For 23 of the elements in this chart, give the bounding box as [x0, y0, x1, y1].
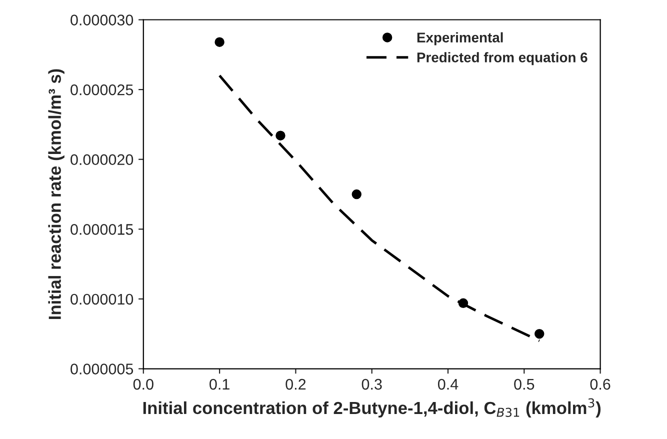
y-tick-label: 0.000025: [70, 84, 134, 96]
point: [534, 329, 544, 339]
point: [276, 130, 286, 140]
y-tick-label: 0.000005: [70, 364, 134, 374]
x-tick-label: 0.4: [438, 378, 458, 390]
point: [352, 189, 362, 200]
x-tick-label: 0.1: [210, 378, 230, 390]
line-series: [218, 74, 541, 342]
point: [458, 298, 468, 308]
legend-label: Predicted from equation 6: [417, 52, 588, 66]
y-axis-title: Initial reaction rate (kmol/m³ s): [48, 69, 64, 319]
x-tick-label: 0.0: [133, 378, 154, 390]
x-tick-label: 0.3: [362, 378, 382, 390]
x-axis-title: Initial concentration of 2-Butyne-1,4-diol, C$_{B31}$ (kmolm$^{3}$): [143, 398, 601, 418]
y-tick-label: 0.000015: [70, 224, 134, 235]
y-tick-label: 0.000020: [70, 154, 134, 166]
y-tick-label: 0.000010: [70, 294, 134, 305]
point: [214, 37, 224, 47]
legend-label: Experimental: [417, 32, 503, 46]
y-tick-label: 0.000030: [70, 14, 134, 26]
x-tick-label: 0.6: [590, 378, 610, 390]
x-tick-label: 0.5: [514, 378, 534, 390]
x-tick-label: 0.2: [286, 378, 306, 390]
